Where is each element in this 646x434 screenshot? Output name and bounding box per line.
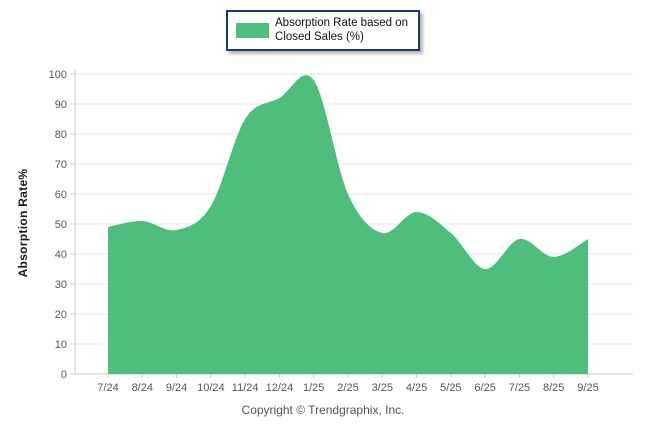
y-tick-label: 70 (55, 159, 67, 171)
y-tick-label: 60 (55, 189, 67, 201)
y-tick-label: 90 (55, 99, 67, 111)
x-tick-label: 2/25 (337, 382, 358, 394)
y-tick-label: 50 (55, 219, 67, 231)
x-tick-label: 10/24 (197, 382, 225, 394)
legend-swatch (236, 22, 270, 38)
y-tick-label: 30 (55, 279, 67, 291)
y-tick-label: 40 (55, 249, 67, 261)
x-tick-label: 11/24 (232, 382, 259, 394)
x-tick-label: 6/25 (474, 382, 495, 394)
absorption-rate-area-series (108, 75, 588, 374)
x-tick-label: 7/24 (97, 382, 118, 394)
x-tick-label: 7/25 (509, 382, 530, 394)
x-tick-label: 5/25 (440, 382, 461, 394)
y-tick-label: 20 (55, 309, 67, 321)
chart-area: 0 10 20 30 40 50 60 70 80 90 100 7/24 8/24 9/24 10/24 1… (0, 60, 646, 395)
legend-label: Absorption Rate based on Closed Sales (%… (275, 16, 408, 45)
copyright-text: Copyright © Trendgraphix, Inc. (241, 403, 405, 417)
y-tick-label: 0 (61, 369, 67, 381)
y-tick-label: 100 (49, 69, 67, 81)
x-tick-label: 4/25 (406, 382, 427, 394)
y-tick-label: 80 (55, 129, 67, 141)
x-tick-label: 3/25 (372, 382, 393, 394)
y-tick-label: 10 (55, 339, 67, 351)
x-tick-label: 1/25 (303, 382, 324, 394)
legend-label-line2: Closed Sales (%) (275, 31, 364, 44)
x-tick-label: 9/24 (166, 382, 187, 394)
x-tick-label: 9/25 (577, 382, 598, 394)
x-tick-label: 8/24 (132, 382, 153, 394)
x-tick-label: 8/25 (543, 382, 564, 394)
chart-legend: Absorption Rate based on Closed Sales (%… (226, 10, 420, 51)
absorption-rate-chart: 0 10 20 30 40 50 60 70 80 90 100 7/24 8/24 9/24 10/24 1… (49, 69, 633, 394)
x-tick-label: 12/24 (266, 382, 294, 394)
legend-label-line1: Absorption Rate based on (275, 17, 408, 29)
